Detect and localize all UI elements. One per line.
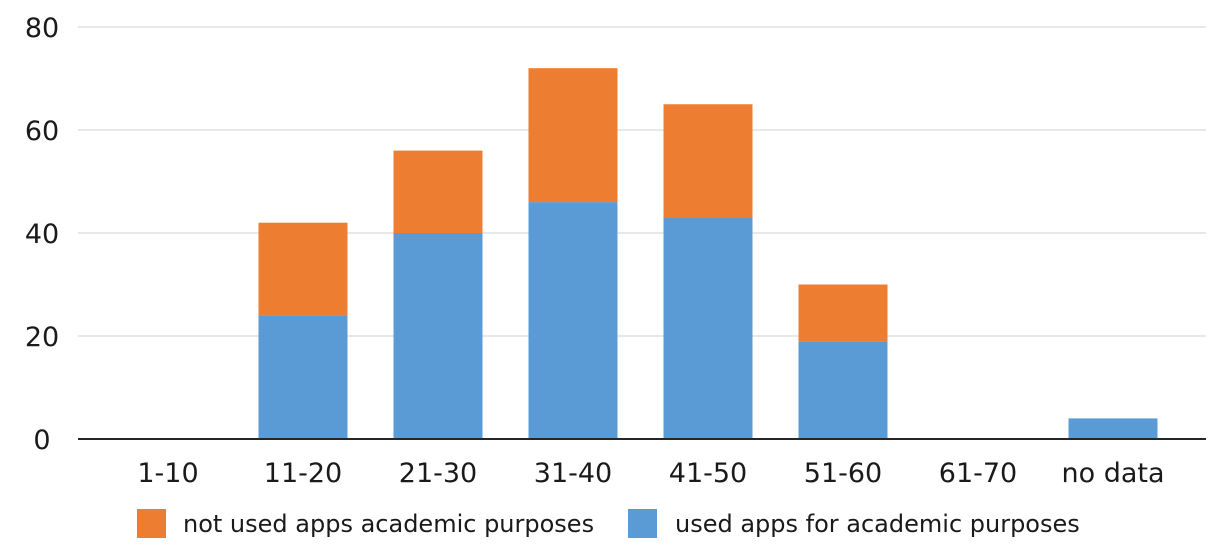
bar-segment-used [1068, 418, 1158, 439]
x-tick-label: 41-50 [669, 458, 747, 489]
legend-swatch [137, 509, 166, 538]
bar-segment-used [258, 315, 348, 439]
x-tick-label: no data [1061, 458, 1164, 489]
legend-label: used apps for academic purposes [675, 510, 1080, 538]
x-tick-label: 1-10 [137, 458, 198, 489]
legend-label: not used apps academic purposes [183, 510, 594, 538]
bars [258, 68, 1158, 439]
bar-segment-not-used [798, 284, 888, 342]
bar-segment-not-used [258, 222, 348, 316]
bar-segment-used [663, 217, 753, 439]
y-tick-label: 20 [25, 322, 59, 353]
bar-segment-used [393, 233, 483, 439]
y-tick-label: 60 [25, 116, 59, 147]
legend: not used apps academic purposes used apps… [137, 509, 1080, 538]
x-tick-label: 31-40 [534, 458, 612, 489]
x-tick-label: 11-20 [264, 458, 342, 489]
x-tick-label: 51-60 [804, 458, 882, 489]
y-axis-tick-labels: 0 20 40 60 80 [25, 13, 59, 456]
x-tick-label: 21-30 [399, 458, 477, 489]
x-axis-tick-labels: 1-10 11-20 21-30 31-40 41-50 51-60 61-70 no dat… [137, 458, 1164, 489]
bar-segment-used [798, 341, 888, 439]
bar-segment-used [528, 202, 618, 439]
legend-swatch [628, 509, 657, 538]
bar-segment-not-used [663, 104, 753, 218]
gridlines [78, 26, 1206, 337]
y-tick-label: 40 [25, 219, 59, 250]
x-tick-label: 61-70 [939, 458, 1017, 489]
bar-segment-not-used [393, 150, 483, 233]
y-tick-label: 0 [33, 425, 50, 456]
bar-segment-not-used [528, 68, 618, 203]
y-tick-label: 80 [25, 13, 59, 44]
